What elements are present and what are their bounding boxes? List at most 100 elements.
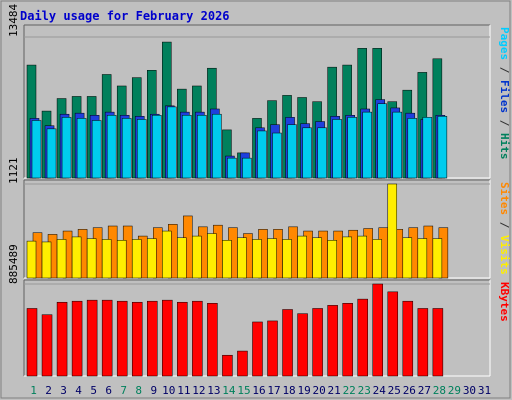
bar-p3-s1-d20 xyxy=(312,308,323,377)
x-tick-31: 31 xyxy=(478,384,491,397)
bar-p2-s2-d7 xyxy=(116,240,127,279)
panel-3: 885489 KBytes xyxy=(7,244,511,377)
bar-p2-s2-d3 xyxy=(56,239,67,279)
x-tick-2: 2 xyxy=(45,384,52,397)
y-max-label: 1121 xyxy=(7,158,20,185)
x-tick-8: 8 xyxy=(135,384,142,397)
bar-p1-s3-d11 xyxy=(182,115,192,179)
x-tick-15: 15 xyxy=(237,384,250,397)
bar-p3-s1-d11 xyxy=(177,301,188,377)
bar-p2-s2-d1 xyxy=(26,240,37,279)
bar-p1-s3-d23 xyxy=(362,111,372,179)
bar-p3-s1-d25 xyxy=(387,291,399,377)
y-axis-legend: Pages / Files / Hits xyxy=(498,27,511,160)
bar-p3-s1-d4 xyxy=(71,300,83,377)
bar-p1-s3-d5 xyxy=(91,120,102,179)
bar-p3-s1-d17 xyxy=(267,320,278,377)
bar-p2-s2-d5 xyxy=(86,238,97,279)
bar-p3-s1-d18 xyxy=(282,309,293,377)
bar-p2-s2-d12 xyxy=(192,235,202,279)
bar-p1-s3-d12 xyxy=(197,115,207,179)
bar-p3-s1-d16 xyxy=(252,321,263,377)
x-tick-5: 5 xyxy=(90,384,97,397)
y-axis-legend: KBytes xyxy=(498,282,511,322)
bar-p3-s1-d8 xyxy=(131,301,143,377)
bar-p3-s1-d9 xyxy=(147,300,158,377)
chart-panels: 13484 Pages / Files / Hits 1121 Sites / Vis… xyxy=(7,4,511,377)
bar-p2-s2-d16 xyxy=(252,239,262,279)
bar-p3-s1-d27 xyxy=(417,308,429,377)
x-tick-9: 9 xyxy=(150,384,157,397)
bar-p2-s2-d17 xyxy=(267,238,277,279)
y-axis-legend: Sites / Visits xyxy=(498,182,511,275)
legend-part-4: / xyxy=(498,113,511,133)
x-tick-24: 24 xyxy=(373,384,387,397)
x-tick-23: 23 xyxy=(358,384,371,397)
x-tick-13: 13 xyxy=(207,384,220,397)
legend-part-2: / xyxy=(498,60,511,80)
bar-p1-s3-d6 xyxy=(106,115,117,179)
legend-part-3: Visits xyxy=(498,235,511,275)
bar-p1-s3-d25 xyxy=(392,111,403,179)
bar-p1-s3-d4 xyxy=(76,118,87,179)
chart-title: Daily usage for February 2026 xyxy=(20,9,230,23)
bar-p2-s2-d24 xyxy=(372,239,382,279)
bar-p2-s2-d18 xyxy=(282,239,292,279)
x-tick-12: 12 xyxy=(192,384,205,397)
bar-p1-s3-d17 xyxy=(272,132,282,179)
bar-p1-s3-d1 xyxy=(31,120,42,179)
x-tick-16: 16 xyxy=(252,384,265,397)
bar-p3-s1-d19 xyxy=(297,313,308,377)
bar-p1-s3-d16 xyxy=(257,130,267,179)
x-axis-ticks: 1 2 3 4 5 6 7 8 9 10 11 12 13 14 15 16 17 18 19 20 21 22 23 24 2… xyxy=(30,384,491,397)
x-tick-11: 11 xyxy=(177,384,190,397)
bar-p2-s2-d4 xyxy=(71,236,82,279)
bar-p1-s3-d2 xyxy=(46,128,57,179)
bar-p1-s3-d21 xyxy=(332,119,342,179)
legend-part-5: Hits xyxy=(498,133,511,160)
bar-p1-s3-d22 xyxy=(347,117,357,179)
bar-p1-s3-d9 xyxy=(152,115,162,179)
x-tick-29: 29 xyxy=(448,384,461,397)
x-tick-3: 3 xyxy=(60,384,67,397)
bar-p3-s1-d24 xyxy=(372,283,383,377)
bar-p3-s1-d2 xyxy=(41,314,53,377)
bar-p1-s3-d19 xyxy=(302,127,312,179)
bar-p2-s2-d21 xyxy=(327,240,337,279)
panel-1: 13484 Pages / Files / Hits xyxy=(7,4,511,179)
bar-p3-s1-d15 xyxy=(237,350,248,377)
bar-p2-s2-d28 xyxy=(432,238,443,279)
x-tick-18: 18 xyxy=(282,384,295,397)
x-tick-10: 10 xyxy=(162,384,175,397)
y-max-label: 885489 xyxy=(7,244,20,284)
legend-part-1: Pages xyxy=(498,27,511,60)
bar-p1-s3-d20 xyxy=(317,127,327,179)
bar-p1-s3-d3 xyxy=(61,117,72,179)
bar-p2-s2-d26 xyxy=(402,237,413,279)
bar-p1-s3-d13 xyxy=(212,113,222,179)
legend-part-3: Files xyxy=(498,80,511,113)
x-tick-7: 7 xyxy=(120,384,127,397)
bar-p2-s2-d25 xyxy=(387,183,398,279)
bar-p1-s3-d28 xyxy=(437,116,448,179)
x-tick-4: 4 xyxy=(75,384,82,397)
y-max-label: 13484 xyxy=(7,4,20,37)
bar-p1-s3-d18 xyxy=(287,124,297,179)
bar-p2-s2-d20 xyxy=(312,237,322,279)
bar-p2-s2-d2 xyxy=(41,241,52,279)
x-tick-27: 27 xyxy=(418,384,431,397)
bar-p3-s1-d5 xyxy=(86,299,98,377)
x-tick-28: 28 xyxy=(433,384,446,397)
bar-p1-s3-d10 xyxy=(167,106,177,179)
bar-p3-s1-d26 xyxy=(402,300,414,377)
bar-p1-s3-d7 xyxy=(121,118,132,179)
bar-p2-s2-d13 xyxy=(207,233,217,279)
bar-p2-s2-d9 xyxy=(147,238,157,279)
bar-p1-s3-d26 xyxy=(407,118,418,179)
bar-p3-s1-d14 xyxy=(222,354,233,377)
x-tick-17: 17 xyxy=(267,384,280,397)
x-tick-21: 21 xyxy=(328,384,341,397)
x-tick-1: 1 xyxy=(30,384,37,397)
bar-p3-s1-d7 xyxy=(116,300,128,377)
x-tick-26: 26 xyxy=(403,384,416,397)
